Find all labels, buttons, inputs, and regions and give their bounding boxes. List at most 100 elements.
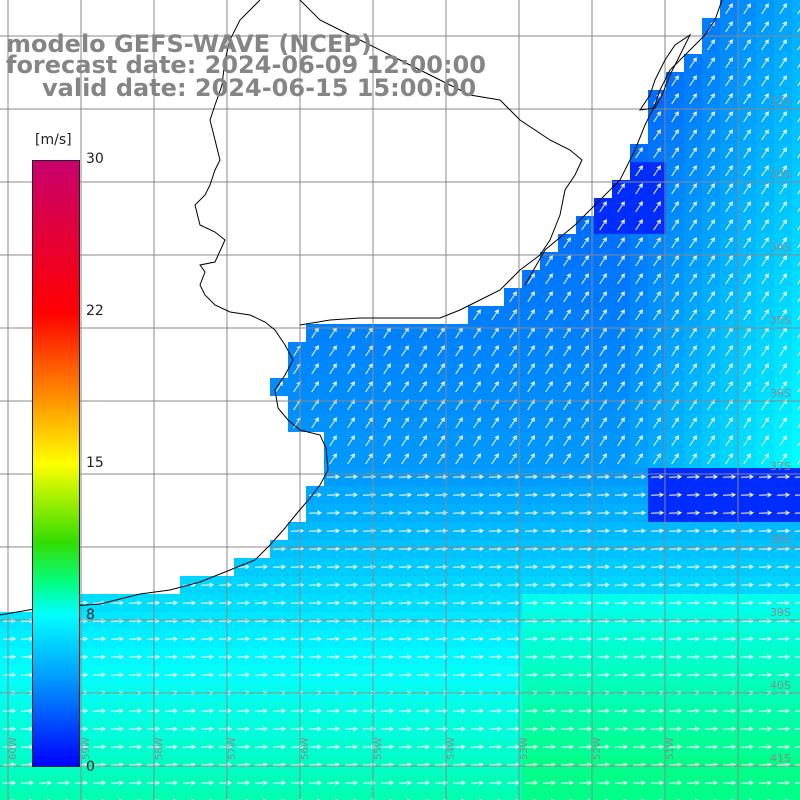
wind-arrow bbox=[488, 744, 503, 750]
wind-arrow bbox=[164, 780, 179, 786]
wind-arrow bbox=[668, 780, 683, 786]
wind-arrow bbox=[560, 744, 575, 750]
wind-arrow bbox=[779, 201, 787, 213]
wind-arrow bbox=[671, 129, 679, 141]
wind-speed-cell bbox=[792, 234, 800, 252]
wind-arrow bbox=[599, 201, 607, 213]
wind-arrow bbox=[563, 237, 571, 249]
wind-arrow bbox=[545, 417, 553, 429]
lagoon-outline bbox=[638, 33, 692, 111]
wind-arrow bbox=[794, 584, 800, 586]
wind-arrow bbox=[509, 381, 517, 393]
wind-arrow bbox=[308, 780, 323, 786]
wind-arrow bbox=[434, 708, 449, 714]
wind-arrow bbox=[110, 726, 125, 732]
wind-arrow bbox=[740, 492, 755, 498]
wind-arrow bbox=[779, 435, 787, 447]
wind-arrow bbox=[398, 708, 413, 714]
wind-arrow bbox=[596, 474, 611, 480]
wind-arrow bbox=[689, 309, 697, 321]
wind-arrow bbox=[794, 494, 800, 496]
wind-arrow bbox=[743, 363, 751, 375]
wind-arrow bbox=[347, 381, 355, 393]
wind-arrow bbox=[560, 492, 575, 498]
wind-arrow bbox=[434, 528, 449, 534]
wind-speed-cell bbox=[630, 792, 648, 800]
wind-arrow bbox=[308, 708, 323, 714]
wind-arrow bbox=[380, 780, 395, 786]
wind-arrow bbox=[182, 654, 197, 660]
title-model: modelo GEFS-WAVE (NCEP) bbox=[6, 30, 372, 58]
wind-arrow bbox=[758, 492, 773, 498]
wind-speed-cell bbox=[270, 792, 288, 800]
wind-arrow bbox=[398, 546, 413, 552]
wind-arrow bbox=[308, 726, 323, 732]
wind-arrow bbox=[545, 435, 553, 447]
wind-arrow bbox=[491, 363, 499, 375]
wind-arrow bbox=[632, 708, 647, 714]
wind-speed-cell bbox=[288, 792, 306, 800]
wind-arrow bbox=[326, 582, 341, 588]
wind-arrow bbox=[617, 291, 625, 303]
wind-arrow bbox=[617, 363, 625, 375]
wind-arrow bbox=[329, 435, 337, 447]
wind-arrow bbox=[434, 492, 449, 498]
wind-arrow bbox=[722, 492, 737, 498]
wind-speed-cell bbox=[792, 216, 800, 234]
wind-arrow bbox=[776, 744, 791, 750]
wind-arrow bbox=[794, 656, 800, 658]
wind-arrow bbox=[236, 564, 251, 570]
wind-arrow bbox=[635, 165, 643, 177]
wind-arrow bbox=[560, 546, 575, 552]
wind-arrow bbox=[509, 435, 517, 447]
wind-arrow bbox=[488, 726, 503, 732]
wind-arrow bbox=[218, 708, 233, 714]
wind-arrow bbox=[689, 183, 697, 195]
wind-arrow bbox=[704, 528, 719, 534]
wind-arrow bbox=[254, 636, 269, 642]
wind-arrow bbox=[419, 435, 427, 447]
wind-arrow bbox=[542, 708, 557, 714]
wind-arrow bbox=[650, 654, 665, 660]
wind-arrow bbox=[326, 528, 341, 534]
wind-arrow bbox=[563, 291, 571, 303]
wind-arrow bbox=[599, 237, 607, 249]
wind-arrow bbox=[254, 744, 269, 750]
wind-arrow bbox=[254, 672, 269, 678]
wind-arrow bbox=[617, 453, 625, 465]
wind-arrow bbox=[146, 600, 161, 606]
wind-arrow bbox=[725, 75, 733, 87]
wind-arrow bbox=[797, 261, 800, 267]
wind-speed-cell bbox=[792, 198, 800, 216]
wind-arrow bbox=[689, 93, 697, 105]
wind-arrow bbox=[707, 363, 715, 375]
wind-arrow bbox=[509, 453, 517, 465]
wind-arrow bbox=[437, 417, 445, 429]
wind-arrow bbox=[722, 726, 737, 732]
wind-arrow bbox=[617, 435, 625, 447]
wind-arrow bbox=[434, 654, 449, 660]
wind-arrow bbox=[236, 708, 251, 714]
wind-arrow bbox=[488, 708, 503, 714]
wind-arrow bbox=[380, 654, 395, 660]
wind-arrow bbox=[650, 780, 665, 786]
wind-arrow bbox=[524, 474, 539, 480]
wind-arrow bbox=[509, 345, 517, 357]
wind-arrow bbox=[578, 528, 593, 534]
wind-arrow bbox=[743, 291, 751, 303]
wind-arrow bbox=[653, 111, 661, 123]
wind-arrow bbox=[653, 129, 661, 141]
wind-arrow bbox=[689, 273, 697, 285]
wind-speed-cell bbox=[792, 0, 800, 18]
wind-arrow bbox=[218, 780, 233, 786]
wind-arrow bbox=[686, 600, 701, 606]
wind-arrow bbox=[614, 546, 629, 552]
wind-arrow bbox=[452, 510, 467, 516]
wind-arrow bbox=[329, 363, 337, 375]
wind-arrow bbox=[473, 381, 481, 393]
wind-arrow bbox=[110, 654, 125, 660]
wind-arrow bbox=[452, 780, 467, 786]
wind-arrow bbox=[578, 600, 593, 606]
wind-arrow bbox=[686, 492, 701, 498]
wind-arrow bbox=[398, 564, 413, 570]
